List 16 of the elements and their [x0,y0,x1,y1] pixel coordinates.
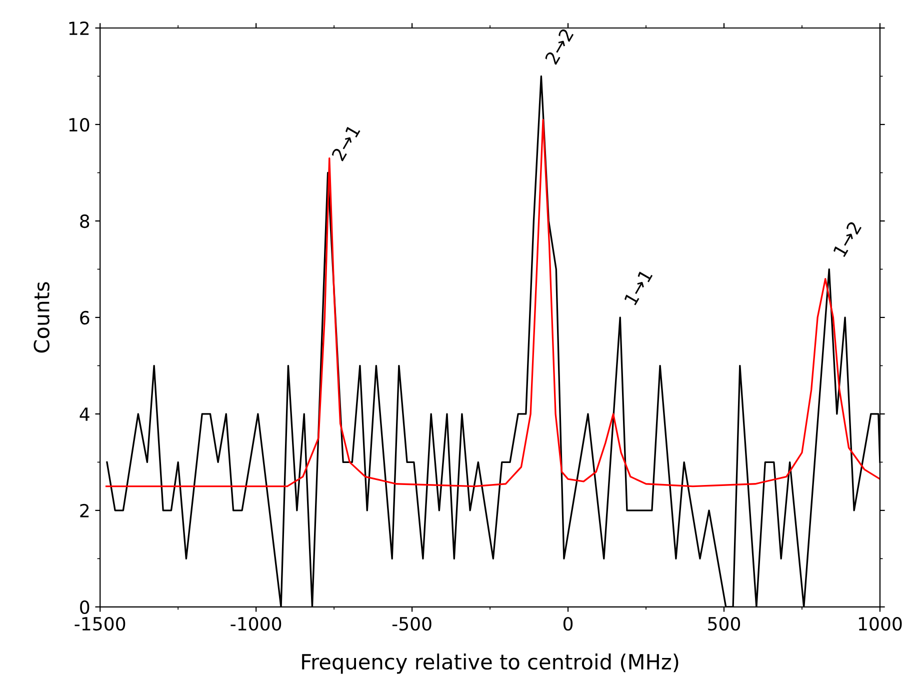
y-tick-label: 2 [80,504,89,518]
y-tick-label: 4 [80,408,90,421]
x-tick-label: -500 [392,616,432,631]
x-tick-label: 1000 [858,616,902,631]
x-tick-label: -1000 [230,616,282,631]
x-tick-label: 0 [563,616,573,631]
y-tick-label: 0 [80,600,90,614]
y-tick-label: 12 [69,21,89,35]
line-series [106,118,880,488]
y-tick-label: 6 [80,310,90,325]
x-axis-title: Frequency relative to centroid (MHz) [302,654,678,674]
y-tick-label: 10 [69,118,90,132]
x-tick-label: 500 [708,616,740,631]
y-tick-label: 8 [80,214,90,228]
x-tick-label: -1500 [74,616,126,631]
y-axis-title: Counts [34,282,50,353]
